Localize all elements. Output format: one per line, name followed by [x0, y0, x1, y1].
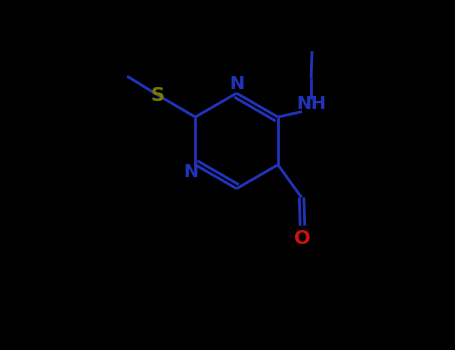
- Text: S: S: [151, 86, 165, 105]
- Text: N: N: [229, 75, 244, 93]
- Text: N: N: [183, 163, 198, 181]
- Text: NH: NH: [296, 95, 326, 113]
- Text: O: O: [294, 229, 311, 248]
